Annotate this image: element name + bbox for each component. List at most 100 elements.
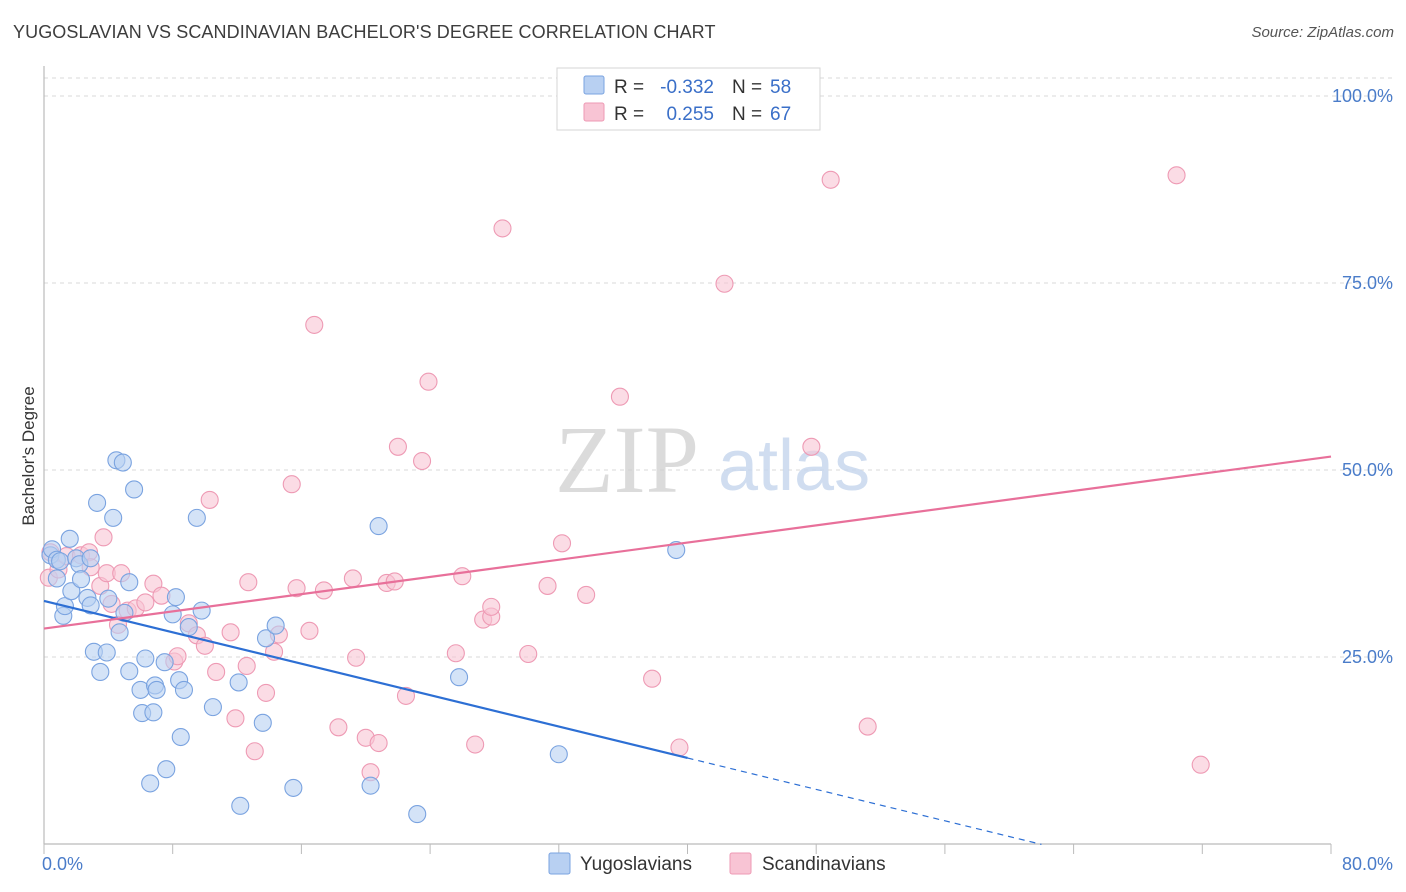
point-scandinavians <box>300 621 319 640</box>
legend-n-label-2: N = <box>732 104 762 125</box>
legend-r-label-2: R = <box>614 104 644 125</box>
y-tick-label: 25.0% <box>1342 647 1393 667</box>
point-yugoslavians <box>62 582 81 601</box>
point-scandinavians <box>347 648 366 667</box>
y-tick-labels: 25.0% 50.0% 75.0% 100.0% <box>1332 86 1393 667</box>
correlation-legend: R = -0.332 N = 58 R = 0.255 N = 67 <box>556 67 821 131</box>
point-yugoslavians <box>88 493 107 512</box>
point-scandinavians <box>245 742 264 761</box>
point-yugoslavians <box>71 570 91 589</box>
point-scandinavians <box>493 219 512 238</box>
point-scandinavians <box>239 573 258 592</box>
point-scandinavians <box>369 733 388 753</box>
point-scandinavians <box>256 683 276 702</box>
point-yugoslavians <box>192 601 211 620</box>
source-label: Source: ZipAtlas.com <box>1251 24 1394 41</box>
y-tick-label: 100.0% <box>1332 86 1393 106</box>
point-scandinavians <box>1167 166 1186 185</box>
series-legend: Yugoslavians Scandinavians <box>548 852 886 875</box>
point-scandinavians <box>466 735 485 754</box>
point-scandinavians <box>577 585 596 604</box>
point-yugoslavians <box>284 778 303 797</box>
point-yugoslavians <box>110 623 129 642</box>
point-scandinavians <box>343 569 362 588</box>
point-scandinavians <box>1191 755 1210 774</box>
point-scandinavians <box>858 717 877 736</box>
legend-n-value-2: 67 <box>770 104 791 125</box>
grid <box>44 77 1393 658</box>
point-yugoslavians <box>408 805 427 824</box>
x-tick-label: 80.0% <box>1342 854 1393 874</box>
series-swatch-yugoslavians <box>548 852 571 875</box>
point-yugoslavians <box>91 662 110 682</box>
point-yugoslavians <box>231 796 250 815</box>
point-scandinavians <box>552 534 572 553</box>
point-scandinavians <box>287 579 306 598</box>
legend-r-value-2: 0.255 <box>666 104 714 125</box>
trend-line-yugoslavians <box>43 599 688 760</box>
point-yugoslavians <box>549 745 568 764</box>
data-points <box>39 166 1210 824</box>
legend-n-value-1: 58 <box>770 77 791 98</box>
point-scandinavians <box>802 437 821 456</box>
point-scandinavians <box>237 656 256 676</box>
point-yugoslavians <box>163 605 182 624</box>
point-scandinavians <box>207 662 226 682</box>
point-scandinavians <box>821 170 840 189</box>
point-yugoslavians <box>157 760 176 779</box>
watermark: ZIP atlas <box>555 406 870 513</box>
point-scandinavians <box>388 437 407 456</box>
point-yugoslavians <box>136 649 155 668</box>
point-yugoslavians <box>81 549 100 568</box>
point-yugoslavians <box>256 629 276 648</box>
point-yugoslavians <box>141 774 160 793</box>
point-yugoslavians <box>81 596 100 615</box>
y-tick-label: 50.0% <box>1342 460 1393 480</box>
axes <box>43 66 1332 854</box>
point-yugoslavians <box>155 653 174 672</box>
watermark-atlas: atlas <box>718 426 870 506</box>
chart-title: YUGOSLAVIAN VS SCANDINAVIAN BACHELOR'S D… <box>13 22 716 42</box>
point-scandinavians <box>221 623 240 642</box>
point-scandinavians <box>282 475 301 494</box>
point-yugoslavians <box>171 727 190 747</box>
series-label-scandinavians: Scandinavians <box>762 854 886 875</box>
y-tick-label: 75.0% <box>1342 273 1393 293</box>
point-yugoslavians <box>229 673 248 692</box>
point-yugoslavians <box>104 508 123 527</box>
point-yugoslavians <box>266 616 285 635</box>
series-label-yugoslavians: Yugoslavians <box>580 854 692 875</box>
point-yugoslavians <box>47 569 66 588</box>
point-scandinavians <box>643 669 662 688</box>
point-yugoslavians <box>166 588 185 607</box>
watermark-zip: ZIP <box>555 406 699 513</box>
point-yugoslavians <box>369 517 388 536</box>
legend-swatch-yugoslavians <box>583 75 605 95</box>
point-scandinavians <box>453 567 472 586</box>
x-tick-labels: 0.0% 80.0% <box>42 854 1393 874</box>
point-yugoslavians <box>60 529 79 548</box>
point-yugoslavians <box>667 540 686 560</box>
point-yugoslavians <box>144 703 163 722</box>
point-yugoslavians <box>125 480 144 499</box>
point-scandinavians <box>446 644 465 663</box>
point-yugoslavians <box>187 508 206 527</box>
point-scandinavians <box>419 372 438 391</box>
point-scandinavians <box>519 644 538 664</box>
point-scandinavians <box>136 593 155 612</box>
legend-r-label-1: R = <box>614 77 644 98</box>
point-yugoslavians <box>361 776 380 795</box>
point-scandinavians <box>94 528 113 547</box>
point-yugoslavians <box>97 643 116 662</box>
trend-lines <box>43 455 1332 845</box>
point-yugoslavians <box>450 668 469 687</box>
point-yugoslavians <box>253 713 272 732</box>
point-yugoslavians <box>203 698 222 717</box>
point-scandinavians <box>305 315 324 334</box>
point-scandinavians <box>715 274 734 293</box>
trend-line-scandinavians <box>43 455 1332 630</box>
point-scandinavians <box>482 597 501 616</box>
legend-r-value-1: -0.332 <box>660 77 714 98</box>
point-scandinavians <box>329 718 348 737</box>
